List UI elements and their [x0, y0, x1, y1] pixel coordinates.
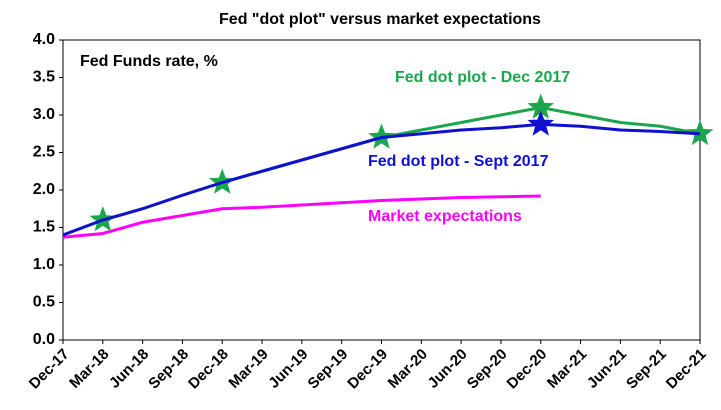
annotation: Fed dot plot - Sept 2017 [368, 153, 549, 170]
x-tick-label: Jun-20 [425, 346, 471, 392]
x-tick-label: Dec-19 [344, 346, 391, 393]
star-marker [527, 110, 555, 136]
y-tick-label: 3.5 [33, 69, 55, 86]
chart-title: Fed "dot plot" versus market expectation… [219, 11, 541, 28]
x-tick-label: Mar-21 [544, 346, 590, 392]
x-tick-label: Sep-19 [305, 346, 352, 393]
annotation: Fed dot plot - Dec 2017 [395, 69, 570, 86]
x-tick-label: Jun-21 [584, 346, 630, 392]
y-tick-label: 3.0 [33, 106, 55, 123]
y-tick-label: 1.0 [33, 256, 55, 273]
y-tick-label: 0.0 [33, 331, 55, 348]
star-marker [527, 93, 555, 119]
x-tick-label: Sep-21 [623, 346, 670, 393]
x-tick-label: Dec-17 [26, 346, 73, 393]
x-tick-label: Dec-18 [185, 346, 232, 393]
x-tick-label: Jun-18 [106, 346, 152, 392]
x-tick-label: Mar-20 [385, 346, 431, 392]
y-tick-label: 1.5 [33, 219, 55, 236]
x-tick-label: Sep-18 [145, 346, 192, 393]
series-line [62, 194, 541, 239]
annotation: Market expectations [368, 208, 522, 225]
y-tick-label: 0.5 [33, 294, 55, 311]
y-tick-label: 2.5 [33, 144, 55, 161]
x-tick-label: Sep-20 [464, 346, 511, 393]
x-tick-label: Jun-19 [265, 346, 311, 392]
y-tick-label: 4.0 [33, 31, 55, 48]
x-tick-label: Mar-18 [66, 346, 112, 392]
y-tick-label: 2.0 [33, 181, 55, 198]
series-line [62, 122, 701, 237]
x-tick-label: Mar-19 [225, 346, 271, 392]
annotation: Fed Funds rate, % [80, 53, 218, 70]
x-tick-label: Dec-21 [663, 346, 710, 393]
x-tick-label: Dec-20 [504, 346, 551, 393]
plot-area [62, 39, 701, 341]
